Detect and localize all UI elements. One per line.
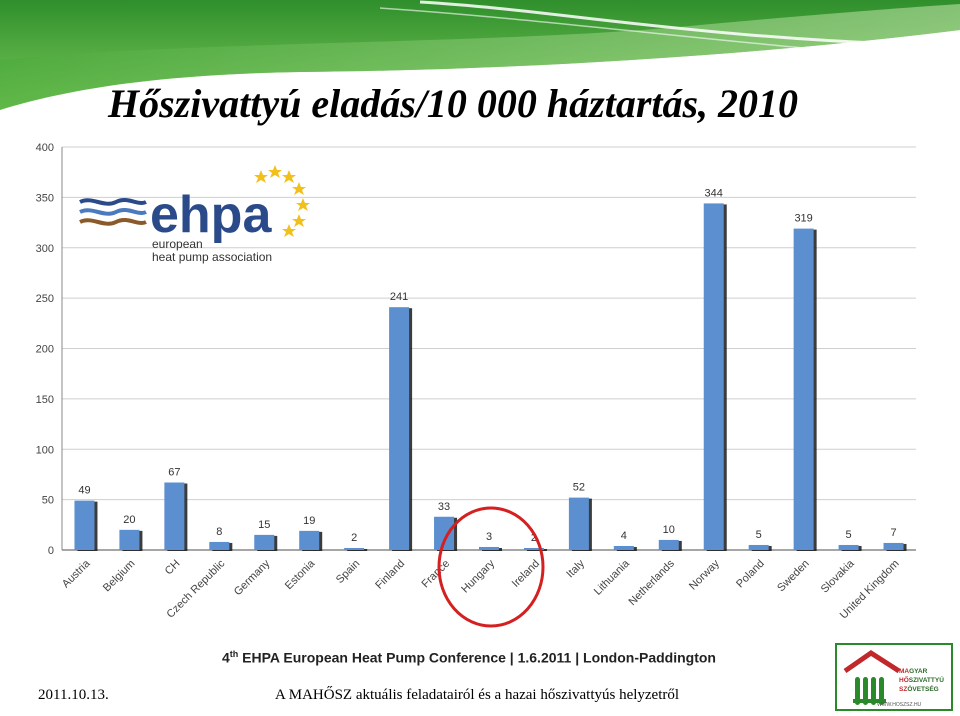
y-tick-label: 200 — [36, 344, 54, 356]
x-tick-label: Austria — [60, 557, 93, 590]
bar-estonia — [299, 530, 320, 550]
highlight-circle — [437, 506, 545, 628]
heat-pump-house-icon — [843, 649, 901, 705]
data-label: 15 — [258, 519, 270, 531]
bar-norway — [703, 203, 724, 551]
ehpa-wave-icon — [79, 198, 147, 206]
y-tick-label: 100 — [36, 444, 54, 456]
data-label: 19 — [303, 515, 315, 527]
data-label: 319 — [794, 213, 812, 225]
y-tick-label: 150 — [36, 394, 54, 406]
x-tick-label: Germany — [232, 557, 273, 598]
data-label: 33 — [438, 501, 450, 513]
chart-grid — [61, 146, 916, 551]
x-tick-label: CH — [163, 558, 183, 578]
mahosz-text: MAGYAR HŐSZIVATTYÚ SZÖVETSÉG — [899, 668, 944, 693]
x-tick-label: Estonia — [283, 557, 318, 592]
x-tick-label: Finland — [373, 558, 407, 592]
ehpa-logo: ehpa european heat pump association — [79, 165, 310, 264]
y-tick-label: 250 — [36, 293, 54, 305]
data-label: 3 — [486, 531, 492, 543]
x-tick-label: Belgium — [101, 558, 138, 595]
data-label: 10 — [663, 524, 675, 536]
data-label: 20 — [123, 514, 135, 526]
y-tick-label: 350 — [36, 192, 54, 204]
x-tick-label: France — [419, 558, 452, 591]
bar-slovakia — [838, 544, 859, 550]
ehpa-line2: heat pump association — [152, 250, 272, 264]
bar-germany — [254, 534, 275, 550]
x-tick-label: Netherlands — [626, 557, 677, 608]
bar-austria — [74, 500, 95, 550]
ehpa-line1: european — [152, 237, 203, 251]
mahosz-web: WWW.HOSZSZ.HU — [877, 702, 922, 708]
bar-finland — [389, 307, 410, 550]
bar-poland — [748, 544, 769, 550]
bar-belgium — [119, 529, 140, 550]
data-label: 7 — [890, 527, 896, 539]
data-label: 5 — [756, 529, 762, 541]
data-label: 67 — [168, 466, 180, 478]
footer-date: 2011.10.13. — [38, 687, 109, 703]
eu-stars-icon — [254, 165, 310, 237]
bar-ireland — [523, 547, 544, 550]
x-tick-label: Slovakia — [819, 557, 858, 596]
bar-czech-republic — [209, 541, 230, 550]
x-tick-label: Hungary — [459, 557, 497, 595]
bar-italy — [568, 497, 589, 550]
data-label: 2 — [351, 532, 357, 544]
x-tick-label: Ireland — [510, 558, 542, 590]
bar-ch — [164, 482, 185, 550]
bar-sweden — [793, 228, 814, 551]
y-axis-ticks: 0 50 100 150 200 250 300 350 400 — [36, 142, 54, 557]
x-tick-label: Lithuania — [592, 557, 633, 598]
data-label: 52 — [573, 482, 585, 494]
x-tick-label: Sweden — [775, 558, 812, 595]
bar-united-kingdom — [883, 542, 904, 550]
header-banner — [0, 0, 960, 110]
y-tick-label: 0 — [48, 545, 54, 557]
data-label: 2 — [531, 532, 537, 544]
bar-france — [434, 516, 455, 550]
conference-caption: 4th EHPA European Heat Pump Conference |… — [222, 649, 716, 666]
mahosz-logo: MAGYAR HŐSZIVATTYÚ SZÖVETSÉG WWW.HOSZSZ.… — [835, 643, 953, 711]
data-label: 49 — [78, 485, 90, 497]
x-tick-label: Spain — [334, 558, 362, 586]
data-label: 8 — [216, 526, 222, 538]
slide-title: Hőszivattyú eladás/10 000 háztartás, 201… — [108, 81, 799, 126]
ehpa-wordmark: ehpa — [150, 186, 272, 244]
bar-spain — [344, 547, 365, 550]
x-tick-label: Italy — [564, 557, 587, 580]
bar-lithuania — [613, 545, 634, 550]
footer-text: A MAHŐSZ aktuális feladatairól és a haza… — [275, 687, 680, 703]
y-tick-label: 50 — [42, 495, 54, 507]
y-tick-label: 400 — [36, 142, 54, 154]
x-tick-label: Norway — [687, 557, 722, 592]
data-label: 5 — [846, 529, 852, 541]
data-label: 344 — [705, 187, 723, 199]
x-tick-label: Poland — [734, 558, 767, 591]
data-label: 4 — [621, 530, 627, 542]
y-tick-label: 300 — [36, 243, 54, 255]
bar-hungary — [479, 546, 499, 550]
data-label: 241 — [390, 291, 408, 303]
bar-netherlands — [658, 539, 679, 550]
